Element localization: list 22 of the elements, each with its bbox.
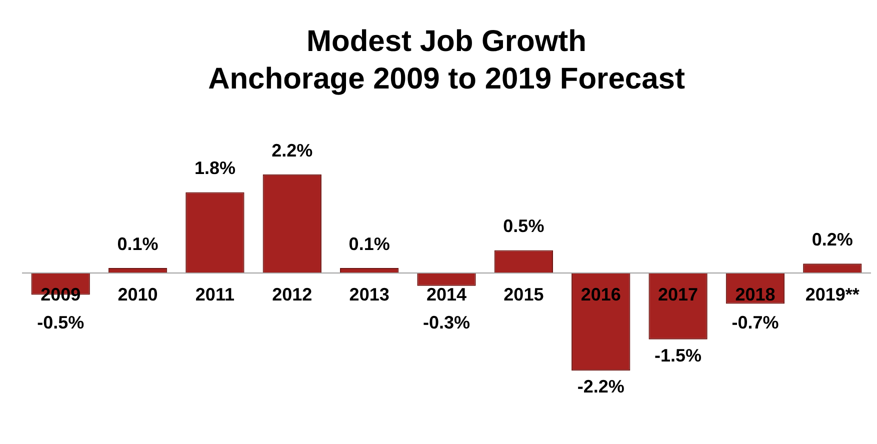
data-label: -2.2% [577,376,624,397]
data-label: 0.1% [117,234,158,254]
x-tick-label: 2013 [349,284,390,304]
x-tick-label: 2015 [504,284,544,304]
data-label: -1.5% [654,345,702,366]
x-tick-label: 2016 [580,284,621,304]
data-label: -0.3% [422,312,470,332]
data-label: -0.7% [732,312,779,332]
data-label: 1.8% [194,158,236,178]
x-tick-label: 2017 [658,284,698,304]
data-label: 0.5% [503,216,544,236]
x-tick-label: 2011 [195,284,234,304]
data-label: 0.2% [812,230,853,250]
data-label: 2.2% [272,140,313,160]
x-tick-label: 2019** [805,284,860,304]
data-label: 0.1% [348,234,390,254]
x-tick-label: 2010 [118,284,158,304]
x-tick-label: 2012 [272,284,312,304]
chart-title: Modest Job Growth Anchorage 2009 to 2019 Forecast [208,25,685,96]
x-tick-label: 2018 [735,284,776,304]
data-label: -0.5% [37,312,84,332]
x-tick-label: 2014 [426,284,467,304]
